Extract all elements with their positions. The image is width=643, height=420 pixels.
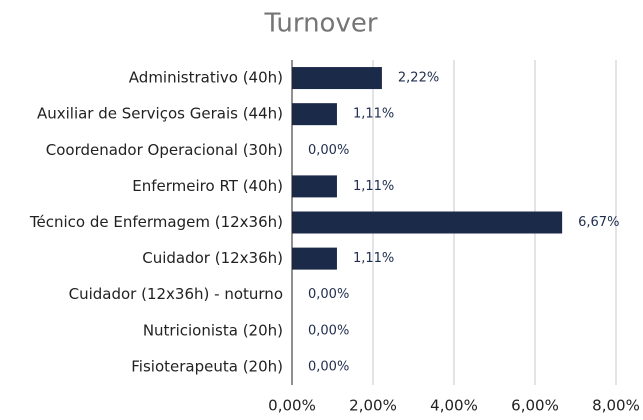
value-label: 0,00% <box>308 287 349 302</box>
y-tick-label: Fisioterapeuta (20h) <box>131 357 283 375</box>
x-tick-label: 6,00% <box>511 397 559 415</box>
bar <box>292 175 337 198</box>
x-tick-label: 2,00% <box>349 397 397 415</box>
x-tick-label: 4,00% <box>430 397 478 415</box>
value-label: 0,00% <box>308 143 349 158</box>
y-tick-label: Enfermeiro RT (40h) <box>132 177 283 195</box>
y-tick-label: Coordenador Operacional (30h) <box>46 141 283 159</box>
value-label: 0,00% <box>308 359 349 374</box>
value-label: 1,11% <box>353 251 394 266</box>
value-label: 6,67% <box>578 215 619 230</box>
y-tick-label: Administrativo (40h) <box>129 69 283 87</box>
y-tick-label: Nutricionista (20h) <box>143 321 283 339</box>
bar <box>292 211 563 234</box>
x-tick-label: 8,00% <box>592 397 640 415</box>
x-tick-label: 0,00% <box>268 397 316 415</box>
chart-title: Turnover <box>263 9 377 39</box>
value-label: 2,22% <box>398 71 439 86</box>
value-label: 1,11% <box>353 179 394 194</box>
y-tick-label: Auxiliar de Serviços Gerais (44h) <box>37 105 283 123</box>
value-label: 1,11% <box>353 107 394 122</box>
bar <box>292 67 382 90</box>
bar <box>292 103 337 126</box>
y-tick-label: Técnico de Enfermagem (12x36h) <box>29 213 283 231</box>
value-label: 0,00% <box>308 323 349 338</box>
y-tick-label: Cuidador (12x36h) - noturno <box>69 285 283 303</box>
bar <box>292 247 337 270</box>
y-tick-label: Cuidador (12x36h) <box>142 249 283 267</box>
